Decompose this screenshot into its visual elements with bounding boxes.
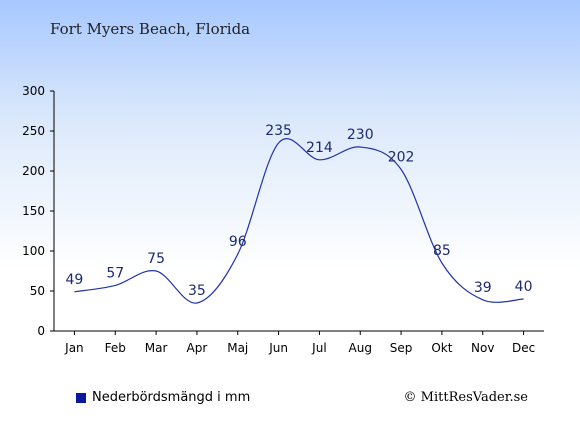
x-tick-label: Sep — [390, 341, 413, 355]
data-label: 230 — [347, 127, 374, 143]
y-tick-label: 200 — [22, 164, 45, 178]
data-label: 85 — [433, 243, 451, 259]
x-tick-label: Mar — [145, 341, 168, 355]
data-label: 202 — [388, 149, 415, 165]
data-label: 75 — [147, 251, 165, 267]
x-tick-label: Aug — [349, 341, 372, 355]
data-label: 35 — [188, 283, 206, 299]
x-tick-label: Jun — [268, 341, 288, 355]
x-tick-label: Nov — [471, 341, 494, 355]
data-label: 40 — [515, 279, 533, 295]
legend-label: Nederbördsmängd i mm — [92, 390, 251, 405]
y-tick-label: 250 — [22, 124, 45, 138]
legend-swatch — [76, 392, 86, 403]
x-tick-label: Jul — [311, 341, 326, 355]
y-tick-label: 50 — [30, 284, 45, 298]
data-label: 49 — [66, 272, 84, 288]
axes: 0 50 100 150 200 250 300 Jan Feb Mar Apr Maj Jun Jul A… — [22, 84, 544, 355]
credit-text: © MittResVader.se — [403, 390, 528, 405]
chart-title: Fort Myers Beach, Florida — [50, 20, 251, 38]
x-tick-label: Apr — [187, 341, 208, 355]
x-tick-label: Feb — [105, 341, 126, 355]
series-group — [74, 138, 524, 304]
x-tick-label: Jan — [64, 341, 84, 355]
x-tick-label: Okt — [431, 341, 452, 355]
series-line — [74, 138, 524, 304]
data-label: 39 — [474, 280, 492, 296]
data-labels: 49 57 75 35 96 235 214 230 202 85 39 40 — [66, 123, 533, 299]
y-tick-label: 150 — [22, 204, 45, 218]
data-label: 57 — [106, 265, 124, 281]
data-label: 235 — [265, 123, 292, 139]
data-label: 214 — [306, 140, 333, 156]
x-tick-label: Dec — [512, 341, 535, 355]
legend: Nederbördsmängd i mm — [76, 390, 250, 405]
y-tick-label: 300 — [22, 84, 45, 98]
y-tick-label: 0 — [37, 324, 45, 338]
y-tick-label: 100 — [22, 244, 45, 258]
x-tick-label: Maj — [227, 341, 248, 355]
data-label: 96 — [229, 234, 247, 250]
